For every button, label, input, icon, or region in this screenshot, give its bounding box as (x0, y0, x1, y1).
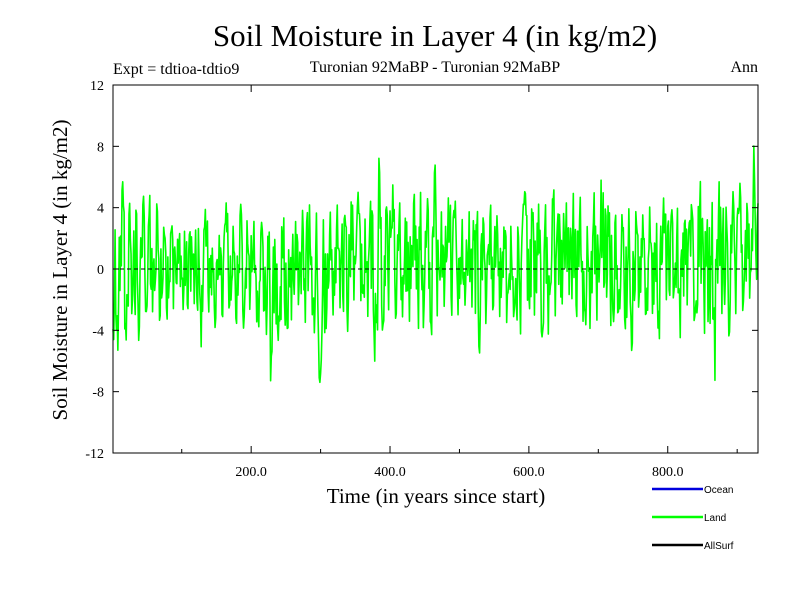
subtitle-center: Turonian 92MaBP - Turonian 92MaBP (310, 59, 561, 76)
y-tick-label: -12 (85, 447, 104, 462)
x-tick-label: 600.0 (513, 465, 545, 480)
x-tick-label: 800.0 (652, 465, 684, 480)
legend-label-land: Land (704, 513, 726, 524)
subtitle-left: Expt = tdtioa-tdtio9 (113, 61, 239, 78)
y-tick-label: -4 (92, 324, 104, 339)
y-tick-label: 12 (90, 79, 104, 94)
x-axis-label: Time (in years since start) (327, 484, 546, 508)
x-tick-label: 200.0 (235, 465, 267, 480)
legend-label-allsurf: AllSurf (704, 541, 734, 552)
chart-title: Soil Moisture in Layer 4 (in kg/m2) (213, 18, 657, 53)
x-tick-label: 400.0 (374, 465, 406, 480)
y-tick-label: 4 (97, 202, 104, 217)
series-layer (112, 145, 759, 384)
y-tick-label: -8 (92, 386, 104, 401)
subtitle-right: Ann (730, 59, 758, 76)
y-axis-label: Soil Moisture in Layer 4 (in kg/m2) (48, 120, 72, 421)
legend-label-ocean: Ocean (704, 485, 733, 496)
plot-area: -12 -8 -4 0 4 8 12 200.0 400.0 600.0 800.0 (85, 79, 759, 480)
land-series-line (112, 145, 759, 384)
legend: Ocean Land AllSurf (652, 485, 734, 552)
y-tick-label: 8 (97, 140, 104, 155)
tick-layer: -12 -8 -4 0 4 8 12 200.0 400.0 600.0 800.0 (85, 79, 758, 480)
y-tick-label: 0 (97, 263, 104, 278)
